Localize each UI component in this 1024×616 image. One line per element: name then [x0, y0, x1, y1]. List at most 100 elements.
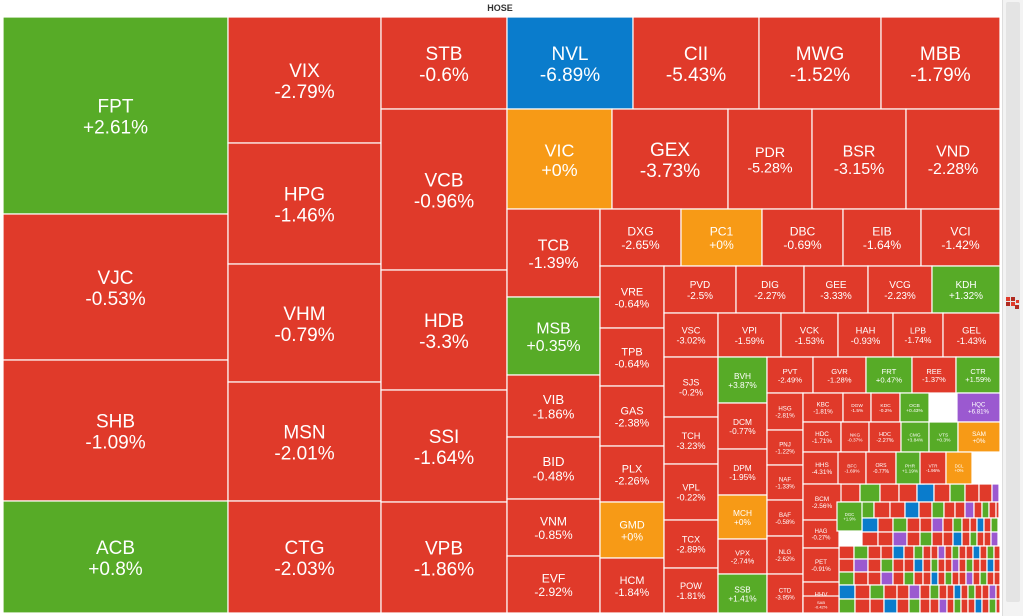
treemap-mini-tile[interactable]: [969, 531, 978, 547]
treemap-tile-cmg[interactable]: CMG+3.84%: [900, 421, 930, 453]
treemap-mini-tile[interactable]: [869, 598, 885, 614]
tile-background[interactable]: [227, 381, 382, 502]
treemap-tile-hcm[interactable]: HCM-1.84%: [599, 557, 665, 614]
treemap-mini-tile[interactable]: [949, 483, 966, 503]
treemap-mini-tile[interactable]: [990, 517, 999, 533]
treemap-tile-dgc[interactable]: DGC+1.9%: [836, 501, 863, 532]
treemap-mini-tile[interactable]: [988, 501, 997, 519]
treemap-mini-tile[interactable]: [880, 558, 894, 573]
treemap-tile-vts[interactable]: VTS+0.3%: [928, 421, 959, 453]
treemap-tile-dig[interactable]: DIG-2.27%: [735, 265, 805, 314]
tile-background[interactable]: [599, 501, 665, 559]
treemap-tile-dcm[interactable]: DCM-0.77%: [717, 402, 768, 450]
treemap-mini-tile[interactable]: [961, 517, 971, 533]
treemap-tile-gex[interactable]: GEX-3.73%: [611, 108, 729, 210]
treemap-mini-tile[interactable]: [969, 517, 978, 533]
treemap-mini-tile[interactable]: [979, 558, 988, 573]
treemap-tile-sab[interactable]: SAB-0.42%: [802, 595, 840, 614]
treemap-mini-tile[interactable]: [853, 545, 869, 560]
treemap-tile-msb[interactable]: MSB+0.35%: [506, 296, 601, 376]
tile-background[interactable]: [727, 108, 813, 210]
tile-background[interactable]: [2, 359, 229, 502]
treemap-mini-tile[interactable]: [981, 501, 990, 519]
treemap-tile-pc1[interactable]: PC1+0%: [680, 208, 763, 267]
treemap-tile-pow[interactable]: POW-1.81%: [663, 567, 719, 614]
treemap-mini-tile[interactable]: [916, 483, 935, 503]
treemap-mini-tile[interactable]: [951, 571, 960, 586]
treemap-tile-bsr[interactable]: BSR-3.15%: [811, 108, 907, 210]
treemap-mini-tile[interactable]: [961, 531, 971, 547]
tile-background[interactable]: [227, 263, 382, 383]
treemap-mini-tile[interactable]: [986, 571, 995, 586]
tile-background[interactable]: [506, 555, 601, 614]
treemap-mini-tile[interactable]: [983, 517, 992, 533]
tile-background[interactable]: [380, 16, 508, 110]
treemap-mini-tile[interactable]: [892, 545, 905, 560]
treemap-tile-vnm[interactable]: VNM-0.85%: [506, 498, 601, 557]
treemap-mini-tile[interactable]: [930, 571, 939, 586]
treemap-mini-tile[interactable]: [944, 558, 953, 573]
tile-background[interactable]: [811, 108, 907, 210]
treemap-mini-tile[interactable]: [988, 584, 997, 600]
treemap-mini-tile[interactable]: [974, 584, 983, 600]
treemap-tile-pvd[interactable]: PVD-2.5%: [663, 265, 737, 314]
treemap-tile-hdc[interactable]: HDC-2.27%: [868, 421, 902, 453]
tile-background[interactable]: [955, 356, 1000, 394]
treemap-mini-tile[interactable]: [929, 584, 940, 600]
treemap-mini-tile[interactable]: [986, 558, 995, 573]
treemap-mini-tile[interactable]: [937, 545, 946, 560]
treemap-tile-kbc[interactable]: KBC-1.81%: [802, 392, 844, 423]
treemap-tile-pvt[interactable]: PVT-2.49%: [766, 356, 814, 394]
treemap-mini-tile[interactable]: [903, 571, 915, 586]
tile-background[interactable]: [905, 108, 1000, 210]
treemap-tile-vix[interactable]: VIX-2.79%: [227, 16, 382, 144]
treemap-tile-evf[interactable]: EVF-2.92%: [506, 555, 601, 614]
treemap-mini-tile[interactable]: [877, 531, 894, 547]
tile-background[interactable]: [380, 501, 508, 614]
tile-background[interactable]: [663, 416, 719, 465]
treemap-tile-msn[interactable]: MSN-2.01%: [227, 381, 382, 502]
tile-background[interactable]: [735, 265, 805, 314]
treemap-mini-tile[interactable]: [946, 598, 955, 614]
treemap-mini-tile[interactable]: [931, 501, 945, 519]
treemap-mini-tile[interactable]: [908, 584, 921, 600]
tile-background[interactable]: [942, 312, 1000, 358]
treemap-tile-bid[interactable]: BID-0.48%: [506, 436, 601, 500]
treemap-mini-tile[interactable]: [854, 584, 871, 600]
treemap-tile-gel[interactable]: GEL-1.43%: [942, 312, 1000, 358]
treemap-tile-hdc[interactable]: HDC-1.71%: [802, 421, 842, 453]
treemap-tile-vre[interactable]: VRE-0.64%: [599, 265, 665, 329]
treemap-mini-tile[interactable]: [896, 584, 910, 600]
treemap-mini-tile[interactable]: [960, 584, 969, 600]
treemap-mini-tile[interactable]: [867, 558, 882, 573]
treemap-mini-tile[interactable]: [853, 571, 869, 586]
tile-background[interactable]: [717, 573, 768, 614]
treemap-tile-mch[interactable]: MCH+0%: [717, 494, 768, 540]
tile-background[interactable]: [717, 448, 768, 496]
treemap-tile-vsc[interactable]: VSC-3.02%: [663, 312, 719, 358]
tile-background[interactable]: [663, 312, 719, 358]
treemap-tile-gmd[interactable]: GMD+0%: [599, 501, 665, 559]
treemap-tile-hah[interactable]: HAH-0.93%: [837, 312, 894, 358]
treemap-mini-tile[interactable]: [943, 501, 956, 519]
tile-background[interactable]: [803, 265, 869, 314]
treemap-mini-tile[interactable]: [979, 545, 988, 560]
treemap-mini-tile[interactable]: [972, 558, 981, 573]
treemap-mini-tile[interactable]: [930, 558, 939, 573]
tile-background[interactable]: [506, 374, 601, 438]
tile-background[interactable]: [842, 208, 922, 267]
treemap-tile-vpx[interactable]: VPX-2.74%: [717, 538, 768, 575]
treemap-mini-tile[interactable]: [995, 584, 1000, 600]
treemap-mini-tile[interactable]: [913, 558, 924, 573]
treemap-mini-tile[interactable]: [869, 584, 885, 600]
tile-background[interactable]: [599, 208, 682, 267]
treemap-mini-tile[interactable]: [960, 598, 969, 614]
treemap-tile-vjc[interactable]: VJC-0.53%: [2, 213, 229, 361]
tile-background[interactable]: [2, 16, 229, 215]
treemap-tile-hag[interactable]: HAG-0.27%: [802, 519, 840, 549]
tile-background[interactable]: [945, 451, 973, 485]
treemap-mini-tile[interactable]: [838, 558, 855, 573]
treemap-tile-pnj[interactable]: PNJ-1.22%: [766, 429, 804, 466]
treemap-tile-bfc[interactable]: BFC-1.69%: [837, 451, 867, 485]
tile-background[interactable]: [680, 208, 763, 267]
